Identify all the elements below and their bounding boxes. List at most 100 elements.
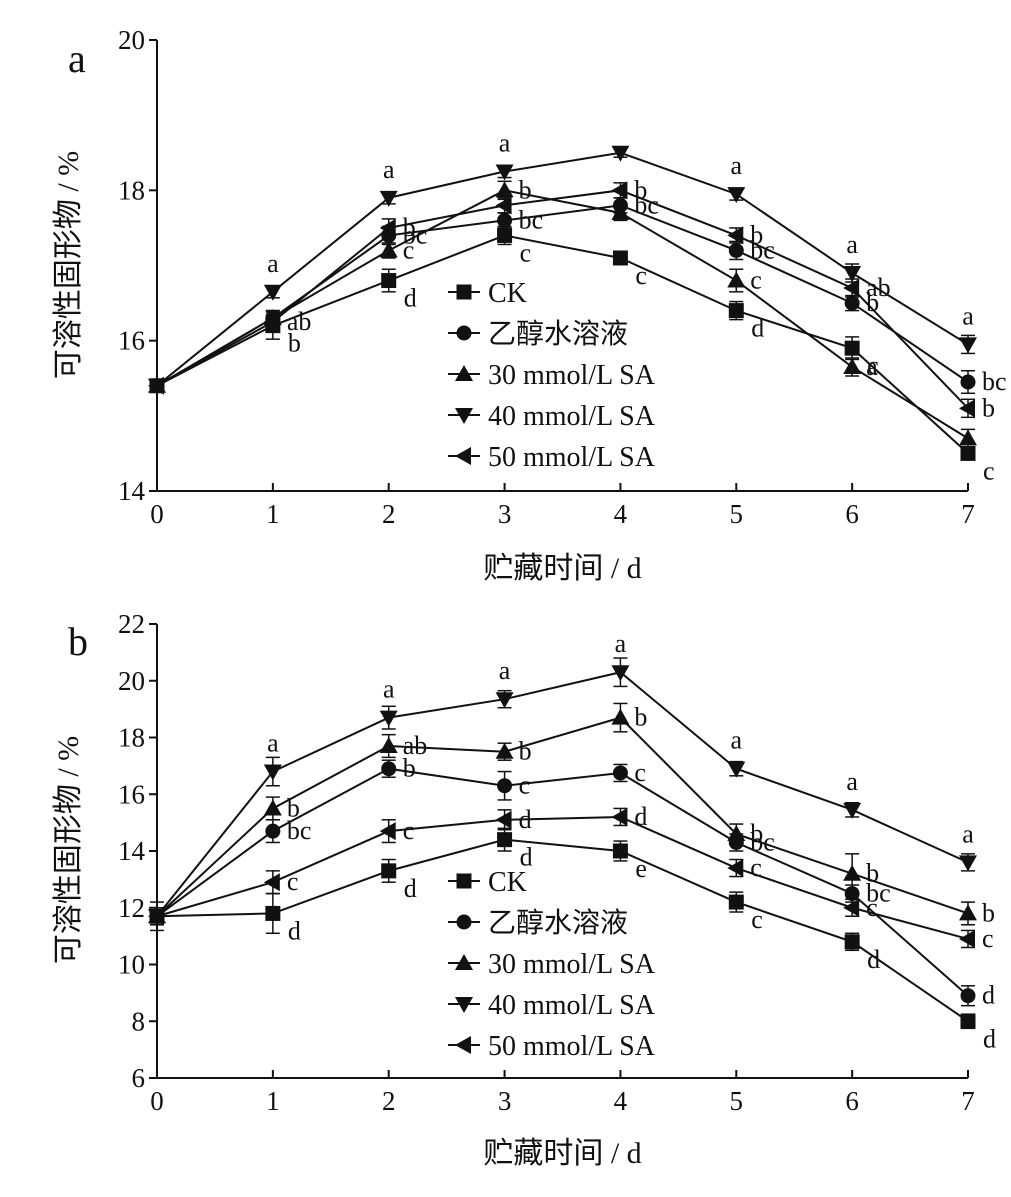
legend-label: 乙醇水溶液 [488,318,628,350]
data-point [263,764,282,781]
data-label: b [982,393,995,422]
legend-item: 40 mmol/L SA [448,401,656,432]
y-tick-label: 6 [132,1063,146,1093]
legend-marker [456,325,472,341]
data-point [959,399,975,418]
data-label: b [634,703,647,732]
data-point [497,832,513,848]
data-point [379,737,398,754]
data-point [960,988,976,1004]
legend-item: 30 mmol/L SA [448,360,656,391]
legend-label: CK [488,278,527,309]
data-point [843,898,860,917]
data-point [612,843,628,859]
series-3: a a a a a a [148,129,977,395]
y-tick-label: 22 [118,609,145,639]
data-label: d [520,843,533,872]
data-point [497,778,513,794]
legend-item: CK [448,278,527,309]
legend-marker [455,408,473,424]
data-label: d [519,805,532,834]
data-point [495,181,514,198]
data-point [381,273,397,289]
y-tick-label: 10 [118,950,145,980]
legend-item: 乙醇水溶液 [448,907,628,939]
legend-label: 40 mmol/L SA [488,990,656,1021]
x-tick-label: 4 [614,1086,628,1116]
x-tick-label: 2 [382,499,396,529]
data-point [727,761,746,778]
series-line [156,151,969,387]
x-tick-label: 1 [266,1086,280,1116]
y-tick-label: 14 [118,836,146,866]
data-label: a [731,726,743,755]
data-label: c [519,771,531,800]
data-point [611,807,628,826]
y-tick-label: 8 [132,1006,146,1036]
y-tick-label: 18 [118,175,145,205]
legend: CK 乙醇水溶液 30 mmol/L SA 40 mmol/L SA 50 mmol/L… [448,867,656,1062]
data-point [381,863,397,879]
legend-marker [455,954,473,970]
legend-marker [455,997,473,1013]
data-label: a [846,230,858,259]
data-point [379,710,398,727]
legend-marker [455,365,473,381]
legend-label: 30 mmol/L SA [488,360,656,391]
data-point [843,279,860,298]
data-point [497,227,513,243]
series-line [156,204,969,387]
data-label: a [267,249,279,278]
x-tick-label: 7 [961,1086,975,1116]
data-point [843,864,862,881]
data-point [379,218,396,237]
legend-item: 40 mmol/L SA [448,990,656,1021]
data-label: c [635,261,647,290]
data-label: a [846,767,858,796]
legend-item: 30 mmol/L SA [448,949,656,980]
x-tick-label: 6 [845,1086,859,1116]
legend-marker [456,873,472,889]
data-label: b [287,793,300,822]
data-label: e [635,854,647,883]
data-label: bc [982,367,1007,396]
data-point [263,284,282,301]
data-point [379,822,396,841]
data-label: d [634,802,647,831]
data-point [611,708,630,725]
panel-label: a [68,36,86,81]
x-axis-title: 贮藏时间 / d [483,1137,641,1170]
legend: CK 乙醇水溶液 30 mmol/L SA 40 mmol/L SA 50 mmol/L… [448,278,656,473]
y-tick-label: 14 [118,476,146,506]
x-tick-label: 0 [150,499,164,529]
y-tick-label: 20 [118,25,145,55]
x-tick-label: 5 [730,499,744,529]
legend-marker [455,447,471,465]
data-point [265,905,281,921]
data-point [148,376,164,395]
series-line [156,189,969,410]
data-label: b [866,859,879,888]
data-label: c [403,816,415,845]
data-point [727,824,746,841]
data-label: bc [287,816,312,845]
data-label: c [520,238,532,267]
legend-marker [456,284,472,300]
data-point [495,164,514,181]
data-point [611,145,630,162]
data-point [960,445,976,461]
data-point [611,203,630,220]
data-point [843,357,862,374]
data-label: d [404,874,417,903]
data-point [960,374,976,390]
data-point [843,802,862,819]
series-line [156,838,969,1023]
data-point [611,665,630,682]
data-label: c [750,853,762,882]
data-label: d [288,916,301,945]
data-point [263,799,282,816]
data-point [612,250,628,266]
